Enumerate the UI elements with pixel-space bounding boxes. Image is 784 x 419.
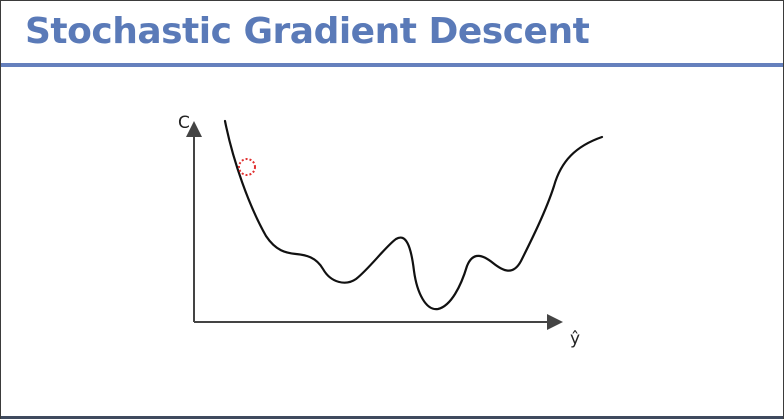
- position-marker: [238, 158, 256, 176]
- bottom-border: [1, 416, 783, 419]
- x-axis-label: ŷ: [570, 329, 580, 349]
- title-bar: Stochastic Gradient Descent: [1, 1, 783, 63]
- slide-title: Stochastic Gradient Descent: [25, 11, 590, 52]
- cost-curve: [223, 119, 604, 311]
- y-axis-label: C: [178, 113, 190, 133]
- title-underline: [1, 63, 783, 67]
